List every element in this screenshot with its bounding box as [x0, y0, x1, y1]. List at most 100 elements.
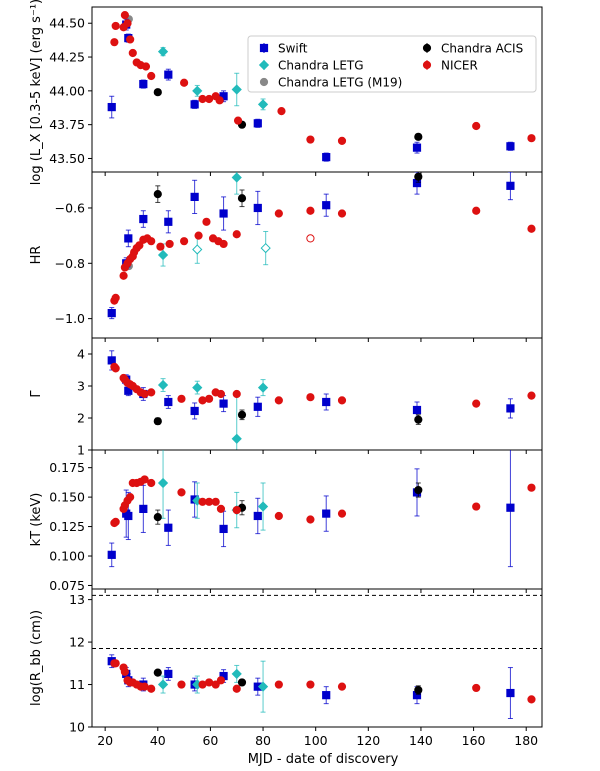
point-swift — [412, 405, 422, 415]
data-points — [107, 172, 536, 320]
point-nicer — [232, 684, 241, 693]
point-swift — [506, 503, 515, 512]
legend-box — [247, 35, 537, 93]
point-chandra-letg — [157, 679, 169, 690]
point-nicer — [216, 504, 226, 513]
point-nicer — [147, 478, 156, 488]
point-nicer — [111, 659, 120, 668]
point-nicer — [194, 231, 203, 240]
point-nicer — [128, 48, 137, 58]
point-chandra-acis — [414, 485, 423, 495]
point-chandra-acis — [414, 172, 423, 181]
point-nicer — [147, 684, 156, 693]
legend-marker — [422, 60, 432, 70]
point-nicer — [337, 396, 347, 405]
y-tick-label: 44.00 — [49, 83, 85, 98]
point-nicer — [472, 206, 481, 215]
point-nicer — [232, 505, 241, 515]
point-swift — [107, 309, 116, 318]
point-swift — [322, 509, 331, 518]
point-chandra-letg — [157, 249, 169, 261]
y-axis-label: HR — [29, 246, 44, 265]
point-nicer — [177, 394, 186, 403]
point-swift — [506, 181, 515, 190]
y-tick-label: 0.125 — [49, 519, 85, 534]
point-swift — [322, 201, 331, 210]
y-tick-label: 1 — [77, 443, 85, 458]
point-nicer — [527, 134, 536, 143]
point-swift — [253, 203, 262, 213]
point-nicer — [472, 121, 481, 131]
y-axis-label: Γ — [29, 390, 44, 398]
point-nicer — [111, 293, 120, 302]
point-chandra-letg — [231, 668, 242, 680]
legend: Swift Chandra LETG Chandra LETG (M19) Chand… — [247, 35, 537, 93]
legend-entry: Chandra ACIS — [422, 42, 523, 56]
point-chandra-acis — [153, 190, 162, 199]
point-chandra-letg — [192, 382, 203, 393]
legend-marker — [422, 43, 432, 53]
legend-entry: Swift — [259, 42, 308, 56]
point-chandra-acis — [414, 415, 423, 424]
point-nicer — [306, 393, 315, 402]
point-nicer — [211, 497, 220, 506]
point-swift — [124, 234, 133, 243]
data-points — [107, 450, 536, 568]
point-nicer — [215, 96, 224, 105]
y-tick-label: 44.50 — [49, 16, 85, 31]
point-chandra-letg — [157, 477, 169, 489]
point-nicer — [277, 107, 286, 116]
legend-label: NICER — [441, 59, 478, 73]
y-tick-label: 43.75 — [49, 117, 85, 132]
y-axis-label: log(R_bb (cm)) — [29, 610, 44, 706]
point-swift — [506, 688, 515, 698]
y-tick-label: −1.0 — [55, 311, 85, 326]
point-nicer — [126, 35, 135, 44]
point-nicer — [120, 667, 129, 676]
legend-marker — [259, 43, 269, 53]
point-nicer — [274, 396, 283, 405]
point-swift — [190, 192, 199, 202]
y-tick-label: 4 — [77, 347, 85, 362]
y-tick-label: 12 — [69, 635, 85, 650]
x-tick-label: 120 — [356, 733, 380, 748]
point-nicer — [306, 234, 315, 243]
point-chandra-letg — [192, 244, 203, 255]
point-nicer — [337, 209, 347, 218]
point-nicer — [337, 136, 347, 145]
point-nicer — [216, 676, 226, 685]
point-chandra-acis — [414, 685, 423, 695]
point-nicer — [180, 237, 189, 246]
point-nicer — [126, 493, 135, 502]
point-swift — [506, 404, 515, 413]
point-swift — [219, 524, 228, 534]
x-tick-label: 40 — [150, 733, 166, 748]
point-nicer — [135, 241, 144, 250]
point-chandra-letg — [231, 433, 242, 444]
point-swift — [124, 511, 133, 521]
panel-hr: −1.0 −0.8 −0.6 HR — [29, 171, 543, 342]
y-axis-label: log (L_X [0.3-5 keV] (erg s⁻¹)) — [29, 0, 44, 185]
point-swift — [322, 397, 331, 407]
point-swift — [164, 70, 173, 79]
point-nicer — [165, 239, 174, 249]
point-nicer — [198, 396, 207, 405]
point-swift — [139, 79, 148, 89]
point-swift — [506, 142, 515, 151]
point-chandra-letg — [257, 382, 269, 393]
point-nicer — [147, 388, 156, 397]
point-nicer — [527, 224, 536, 233]
y-tick-label: 43.50 — [49, 151, 85, 166]
point-nicer — [110, 38, 119, 47]
point-chandra-acis — [153, 668, 162, 677]
point-swift — [322, 691, 331, 700]
x-tick-label: 20 — [97, 733, 113, 748]
point-swift — [190, 406, 199, 416]
point-nicer — [216, 389, 226, 399]
point-nicer — [306, 680, 315, 689]
y-tick-label: 0.150 — [49, 490, 85, 505]
panel-lx: 43.50 43.75 44.00 44.25 44.50 log (L_X [0.3-5… — [29, 0, 543, 185]
legend-marker — [258, 59, 270, 71]
legend-label: Chandra ACIS — [441, 42, 523, 56]
